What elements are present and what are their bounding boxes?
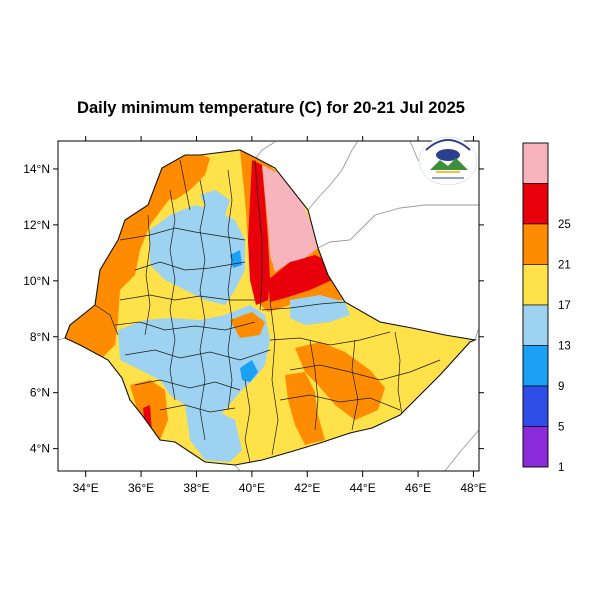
lat-tick-label: 10°N — [23, 274, 50, 288]
field-9-13-north-highland — [150, 205, 245, 305]
colorbar-label: 9 — [558, 381, 564, 393]
field-21-25-afar — [248, 160, 270, 305]
lon-tick-label: 48°E — [460, 481, 486, 495]
map-frame — [57, 140, 480, 472]
field-21-25-east — [268, 255, 332, 302]
colorbar-label: 25 — [558, 219, 571, 231]
map-title: Daily minimum temperature (C) for 20-21 … — [77, 99, 465, 117]
lat-tick-label: 6°N — [30, 386, 50, 400]
lon-tick-label: 34°E — [73, 481, 99, 495]
colorbar-label: 1 — [558, 462, 564, 474]
field-17-21-east-strip — [230, 312, 265, 338]
field-17-21-north-west — [160, 152, 210, 200]
lon-tick-label: 44°E — [350, 481, 376, 495]
field-5-9-pocket-north — [230, 250, 242, 268]
field-5-9-pocket-south — [240, 360, 258, 382]
lat-tick-label: 4°N — [30, 442, 50, 456]
colorbar-label: 17 — [558, 300, 571, 312]
lon-tick-label: 40°E — [239, 481, 265, 495]
longitude-ticks: 34°E 36°E 38°E 40°E 42°E 44°E 46°E 48°E — [73, 136, 487, 495]
latitude-ticks: 14°N 12°N 10°N 8°N 6°N 4°N — [23, 162, 484, 456]
neighbor-borders — [57, 140, 480, 472]
colorbar-label: 21 — [558, 260, 571, 272]
field-9-13-far-north — [200, 190, 230, 218]
colorbar-bin — [522, 345, 549, 387]
colorbar-bin — [522, 304, 549, 346]
colorbar: 25 21 17 13 9 5 1 — [522, 142, 571, 474]
colorbar-bin — [522, 142, 549, 184]
lon-tick-label: 42°E — [294, 481, 320, 495]
field-17-21-ogaden — [295, 342, 385, 420]
colorbar-bin — [522, 385, 549, 427]
colorbar-frame — [522, 142, 549, 468]
lat-tick-label: 12°N — [23, 218, 50, 232]
colorbar-bin — [522, 264, 549, 306]
lat-tick-label: 14°N — [23, 162, 50, 176]
field-17-21-west — [65, 155, 200, 360]
field-above-25-danakil — [262, 165, 318, 272]
field-9-13-south-highland — [185, 405, 242, 462]
ethiopian-meteorology-institute-logo — [418, 136, 478, 186]
lon-tick-label: 36°E — [128, 481, 154, 495]
colorbar-bin — [522, 183, 549, 225]
internal-boundaries — [94, 159, 441, 463]
colorbar-bin — [522, 223, 549, 265]
lon-tick-label: 38°E — [183, 481, 209, 495]
colorbar-label: 13 — [558, 341, 571, 353]
lat-tick-label: 8°N — [30, 330, 50, 344]
colorbar-label: 5 — [558, 422, 564, 434]
lon-tick-label: 46°E — [405, 481, 431, 495]
field-9-13-central-highland — [118, 305, 270, 420]
colorbar-bin — [522, 426, 549, 468]
